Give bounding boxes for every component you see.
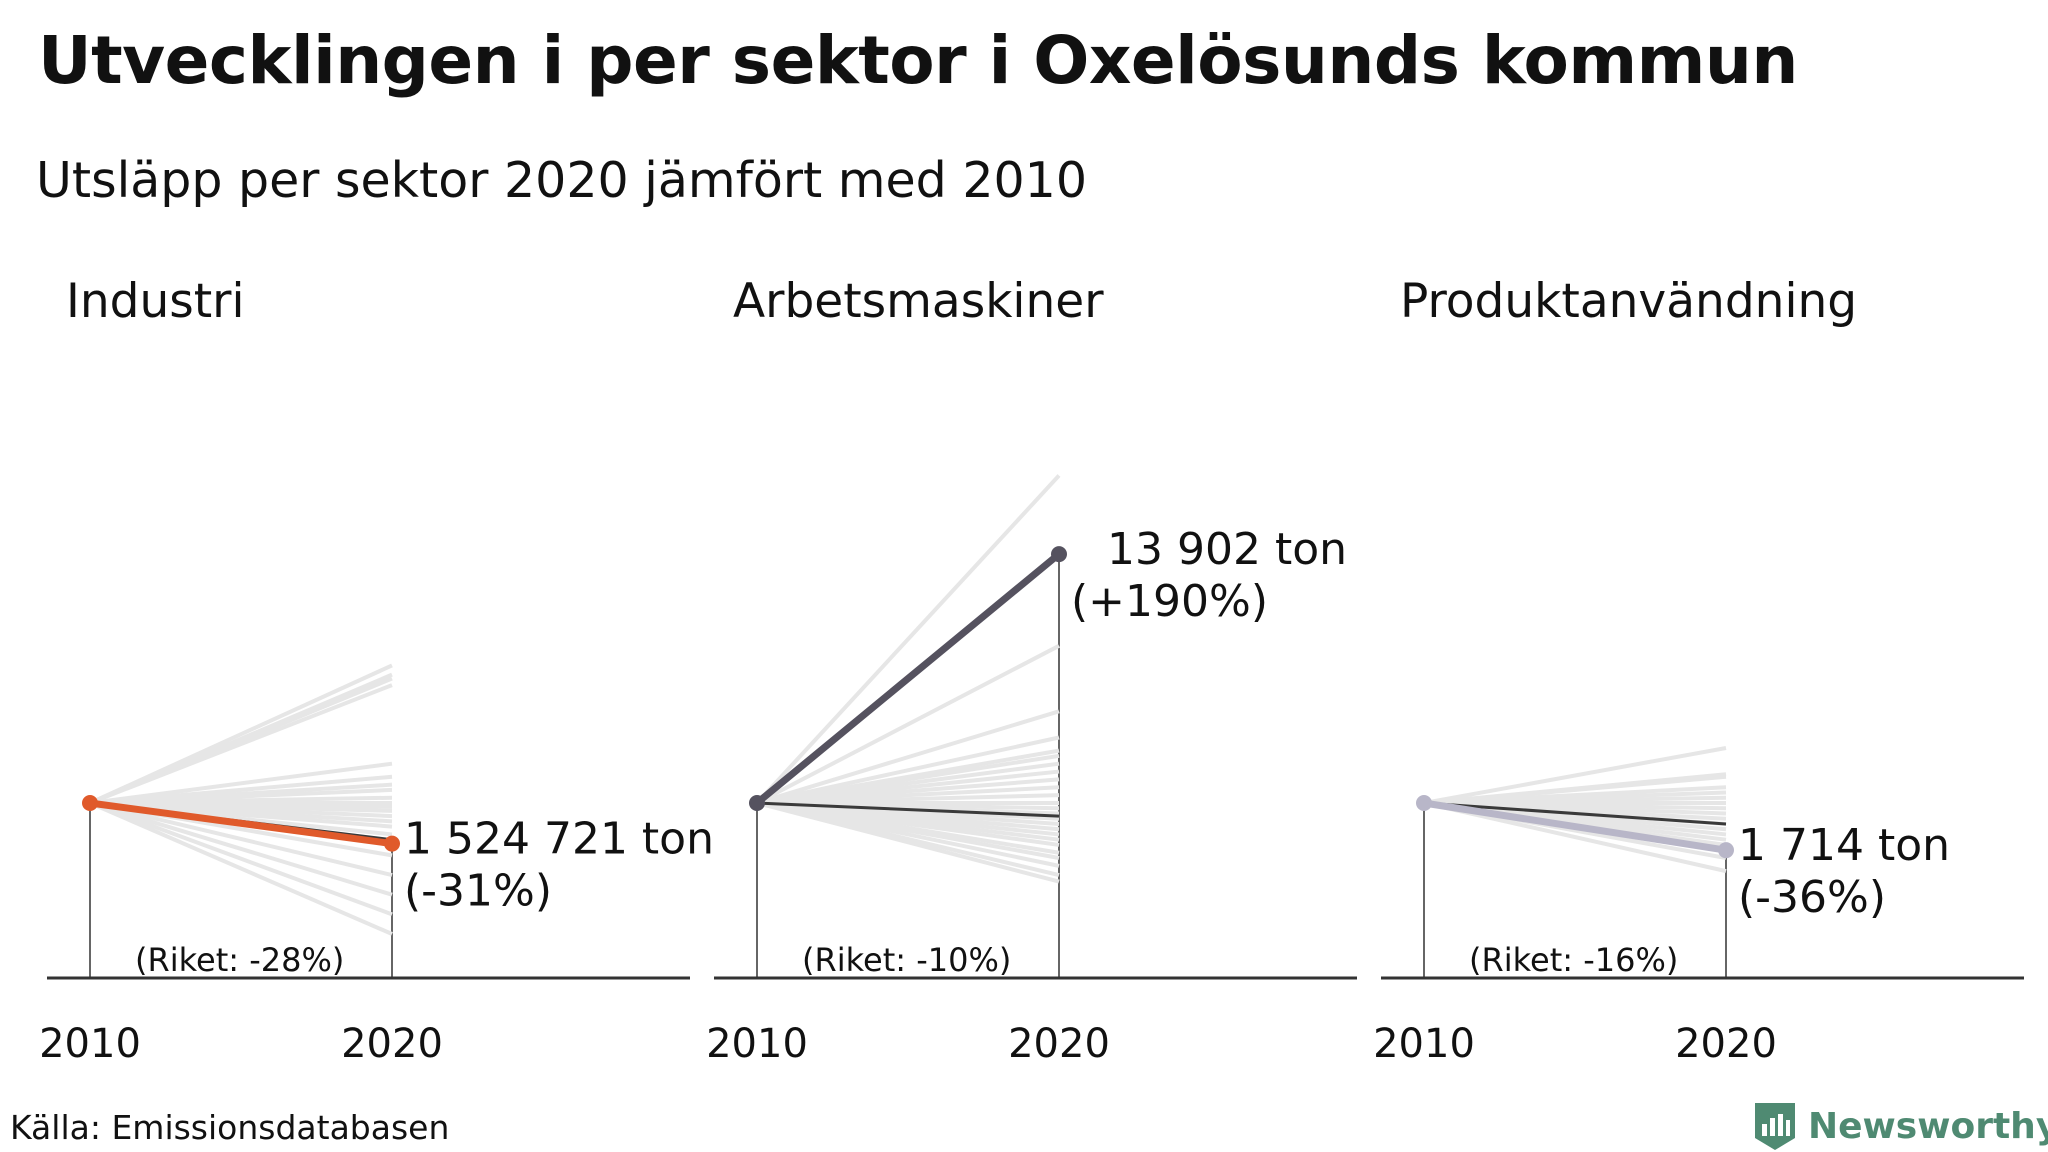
- change-label: (-31%): [404, 866, 552, 917]
- x-tick-label: 2010: [39, 1021, 141, 1067]
- other-municipality-line: [89, 761, 393, 805]
- bar-chart-shield-icon: [1755, 1103, 1795, 1150]
- national-line: [1423, 801, 1727, 826]
- national-change-label: (Riket: -10%): [802, 941, 1011, 979]
- x-tick-label: 2010: [1373, 1021, 1475, 1067]
- source-note: Källa: Emissionsdatabasen: [10, 1108, 450, 1147]
- municipality-line: [86, 799, 396, 848]
- other-municipality-line: [89, 801, 393, 877]
- municipality-point-2010: [749, 795, 765, 811]
- panel-title: Industri: [66, 274, 245, 329]
- value-label-2020: 1 714 ton: [1738, 820, 1950, 871]
- panel-title: Produktanvändning: [1400, 274, 1857, 329]
- municipality-point-2010: [1416, 795, 1432, 811]
- other-municipality-line: [89, 801, 393, 897]
- x-tick-label: 2010: [706, 1021, 808, 1067]
- value-label-2020: 1 524 721 ton: [404, 814, 714, 865]
- change-label: (-36%): [1738, 872, 1886, 923]
- other-municipality-line: [755, 474, 1061, 805]
- x-tick-label: 2020: [1008, 1021, 1110, 1067]
- municipality-point-2020: [1718, 842, 1734, 859]
- panel-title: Arbetsmaskiner: [733, 274, 1104, 329]
- other-municipality-line: [89, 801, 393, 917]
- other-municipality-line: [756, 735, 1060, 805]
- other-municipality-line: [756, 709, 1060, 805]
- other-municipality-line: [1423, 746, 1727, 805]
- national-line: [756, 801, 1060, 818]
- municipality-line: [1420, 799, 1730, 854]
- municipality-line: [753, 550, 1063, 807]
- other-municipality-line: [756, 801, 1060, 884]
- municipality-point-2020: [384, 835, 400, 852]
- other-municipality-line: [756, 644, 1060, 805]
- x-tick-label: 2020: [1675, 1021, 1777, 1067]
- brand-name: Newsworthy: [1808, 1105, 2048, 1147]
- national-change-label: (Riket: -28%): [135, 941, 344, 979]
- chart-subtitle: Utsläpp per sektor 2020 jämfört med 2010: [36, 152, 1088, 209]
- brand-logo: Newsworthy: [1752, 1100, 2048, 1152]
- other-municipality-line: [89, 683, 393, 805]
- value-label-2020: 13 902 ton: [1107, 524, 1347, 575]
- change-label: (+190%): [1071, 576, 1268, 627]
- municipality-point-2010: [82, 795, 98, 811]
- other-municipality-line: [89, 801, 393, 936]
- national-change-label: (Riket: -16%): [1469, 941, 1678, 979]
- chart-title: Utvecklingen i per sektor i Oxelösunds k…: [38, 22, 1798, 99]
- x-tick-label: 2020: [341, 1021, 443, 1067]
- municipality-point-2020: [1051, 546, 1067, 563]
